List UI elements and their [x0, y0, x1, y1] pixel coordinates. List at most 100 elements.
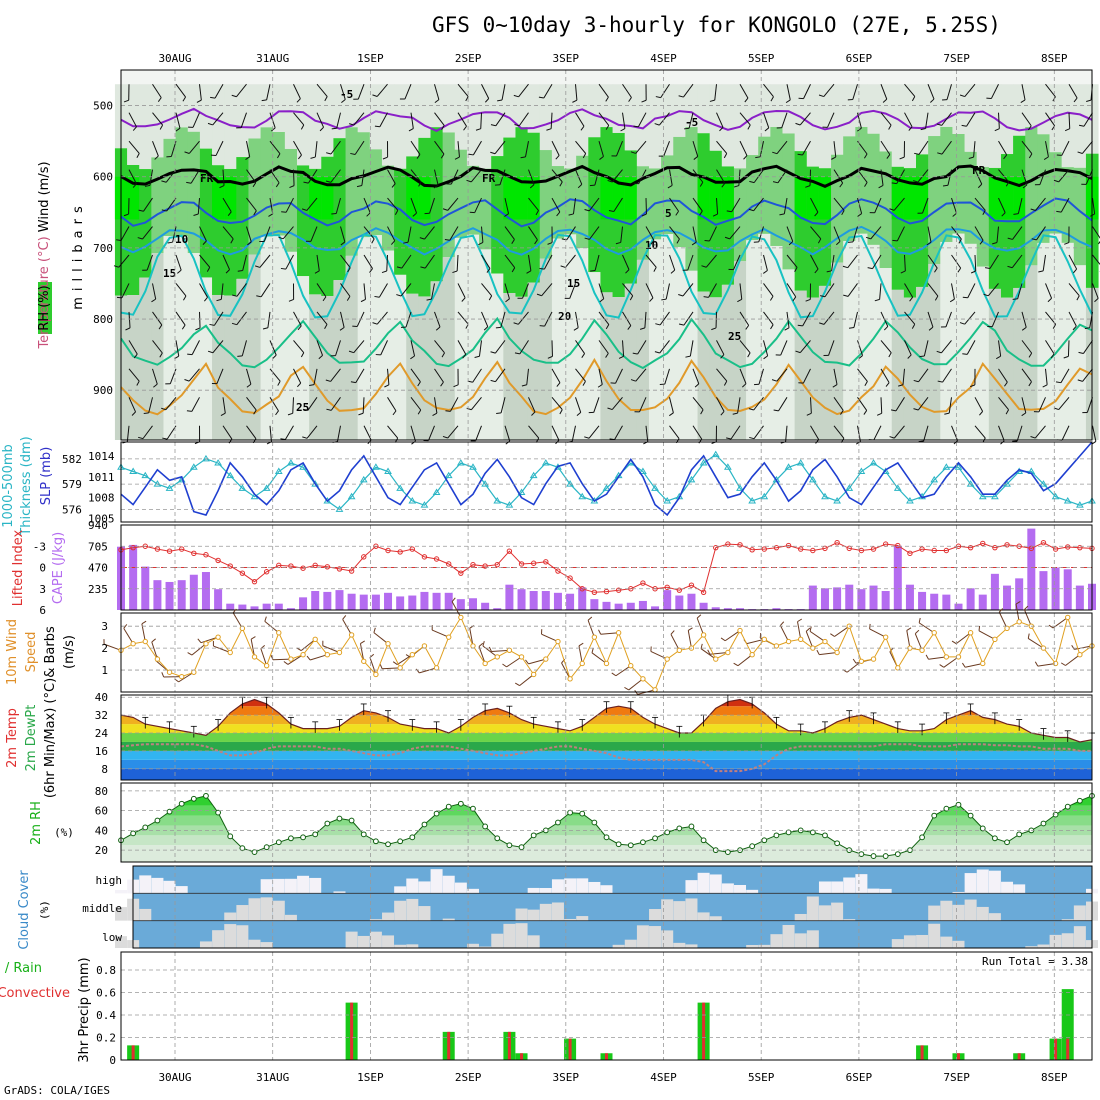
wind-barb-flag	[396, 294, 402, 297]
wind-barb	[1021, 397, 1027, 413]
li-point	[215, 557, 221, 564]
rh-cell	[369, 235, 383, 440]
rh-tick-label: 80	[95, 785, 108, 798]
thickness-point	[723, 463, 732, 470]
wind-barb	[197, 198, 200, 215]
wind-barb-flag	[256, 295, 262, 298]
wind-barb-flag	[625, 269, 630, 274]
wind-barb-flag	[420, 266, 426, 269]
cloud-cell	[139, 908, 152, 921]
wind-barb	[575, 340, 585, 354]
date-label-top: 1SEP	[357, 52, 384, 65]
wind-speed-point	[992, 636, 998, 643]
wind-barb-flag	[882, 98, 888, 103]
cloud-cell	[976, 869, 989, 894]
wind-barb-flag	[628, 97, 632, 102]
cloud-cell	[903, 935, 916, 948]
rh-cell	[503, 84, 516, 138]
rh-cell	[248, 138, 262, 255]
cape-bar	[189, 574, 198, 610]
wind-barb	[565, 254, 576, 268]
wind-barb	[614, 425, 623, 440]
wind-barb-flag	[970, 270, 976, 274]
wind-barb	[923, 340, 929, 357]
li-point	[251, 578, 258, 585]
wind-barb-flag	[1020, 99, 1026, 104]
wind-barb	[285, 254, 294, 270]
wind-barb-flag	[132, 183, 137, 188]
wind-barb-flag	[245, 156, 250, 160]
wind-barb	[918, 140, 929, 155]
wind-barb	[307, 397, 318, 411]
wind-barb	[410, 169, 422, 183]
pressure-tick-label: 900	[93, 384, 113, 397]
wind-speed-point	[967, 630, 974, 636]
li-point	[506, 548, 513, 554]
wind-barb-flag	[779, 213, 785, 216]
wind-barb	[955, 632, 971, 645]
wind-barb	[974, 254, 977, 272]
wind-barb-flag	[339, 327, 345, 331]
rh-cell	[212, 84, 225, 166]
date-label-bottom: 31AUG	[256, 1071, 289, 1084]
rh-point	[530, 832, 537, 839]
wind-barb	[918, 622, 935, 634]
cloud-cell	[236, 925, 249, 948]
wind-barb	[645, 254, 657, 268]
thickness-point	[808, 475, 817, 483]
cape-bar	[529, 591, 538, 610]
wind-barb-flag	[641, 213, 647, 217]
wind-barb	[330, 397, 341, 411]
rh-point	[627, 842, 634, 849]
li-point	[773, 544, 780, 551]
wind-barb-flag	[1028, 125, 1032, 131]
wind-barb	[763, 283, 774, 297]
wind-barb	[904, 340, 912, 356]
wind-barb	[191, 340, 200, 355]
rh-cell	[406, 176, 419, 220]
cloud-cell	[818, 881, 831, 894]
li-point	[312, 562, 318, 569]
wind-barb	[575, 311, 579, 328]
wind-barb	[591, 652, 607, 664]
temp-tick-label: 32	[95, 709, 108, 722]
wind-barb-flag	[417, 381, 421, 387]
wind-speed-point	[822, 638, 828, 645]
thickness-point	[736, 484, 744, 491]
wind-barb-flag	[816, 649, 820, 655]
wind-barb-flag	[611, 672, 617, 677]
cape-bar	[408, 595, 417, 610]
cloud-cell	[479, 946, 492, 948]
wind-barb	[528, 425, 540, 439]
wind-barb	[528, 197, 539, 211]
thickness-point	[821, 492, 829, 500]
wind-barb-flag	[415, 668, 420, 674]
li-point	[361, 554, 367, 560]
wind-barb	[1011, 254, 1023, 269]
cloud-cell	[576, 916, 589, 921]
wind-barb	[588, 197, 600, 212]
wind-barb-flag	[559, 181, 563, 187]
wind-barb	[941, 112, 952, 126]
thickness-point	[189, 463, 198, 470]
wind-barb	[946, 84, 952, 100]
wind-barb	[451, 601, 462, 618]
rh-point	[943, 805, 950, 812]
rh-cell	[648, 239, 662, 440]
li-point	[895, 542, 901, 549]
li-point	[615, 587, 622, 593]
rh-cell	[564, 234, 577, 440]
wind-barb	[293, 140, 302, 156]
cloud-cell	[624, 939, 637, 948]
rh-cell	[551, 84, 565, 167]
wind-barb-flag	[490, 351, 496, 354]
date-label-top: 2SEP	[455, 52, 482, 65]
cloud-cell	[673, 942, 686, 948]
rh-cell	[321, 84, 334, 157]
wind-barb	[1038, 397, 1046, 413]
wind-barb-flag	[624, 686, 629, 691]
cloud-cell	[551, 902, 564, 921]
rh-point	[834, 840, 841, 847]
wind-barb	[943, 656, 959, 668]
wind-barb	[363, 226, 375, 240]
